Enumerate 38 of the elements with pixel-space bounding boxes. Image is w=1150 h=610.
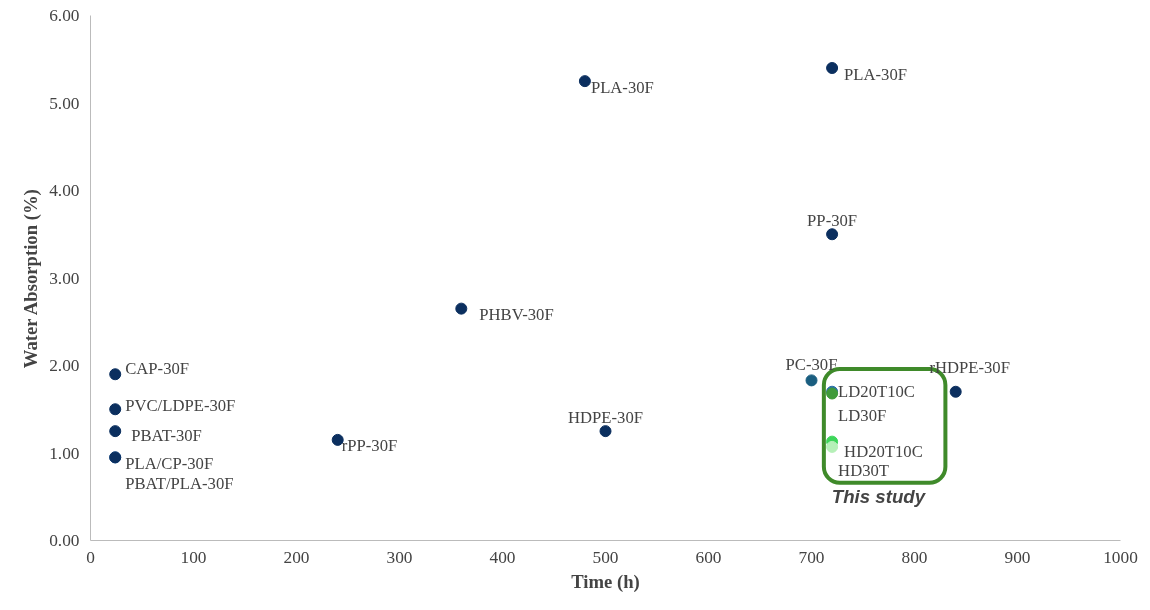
annotation: LD30F [838,406,887,425]
x-tick-label: 600 [695,547,722,567]
y-tick-label: 2.00 [49,356,80,375]
x-tick-label: 100 [180,547,207,567]
y-tick-label: 0.00 [49,531,80,550]
x-tick-label: 1000 [1103,547,1138,567]
x-tick-label: 200 [283,547,310,567]
annotation: HDPE-30F [568,407,643,427]
x-tick-label: 500 [592,547,619,567]
x-axis-title: Time (h) [571,570,640,593]
annotation: PP-30F [807,210,858,230]
annotation: PLA/CP-30F [125,453,214,473]
annotation: PBAT/PLA-30F [125,473,234,493]
x-tick-label: 700 [798,547,825,567]
annotation: PC-30F [785,354,838,374]
annotation: HD20T10C [844,442,923,462]
annotation: PBAT-30F [131,425,202,445]
annotation: PLA-30F [590,77,654,97]
annotation: CAP-30F [125,358,190,378]
annotation: PVC/LDPE-30F [125,395,236,415]
x-tick-label: 800 [901,547,928,567]
y-tick-label: 6.00 [49,6,80,25]
y-axis-title: Water Absorption (%) [20,189,43,369]
y-tick-label: 5.00 [49,93,80,113]
annotation: This study [831,486,927,508]
x-tick-label: 400 [489,547,516,567]
x-tick-label: 300 [386,547,413,567]
x-tick-label: 0 [86,547,95,567]
y-tick-label: 1.00 [49,443,80,463]
annotation: PLA-30F [844,64,908,84]
y-tick-label: 4.00 [49,181,80,200]
annotation: LD20T10C [838,382,915,402]
annotation: rPP-30F [341,436,398,456]
y-tick-label: 3.00 [49,268,80,288]
annotation: HD30T [838,461,889,481]
x-tick-label: 900 [1004,547,1031,567]
annotation: rHDPE-30F [929,358,1010,378]
annotation: PHBV-30F [479,305,554,325]
